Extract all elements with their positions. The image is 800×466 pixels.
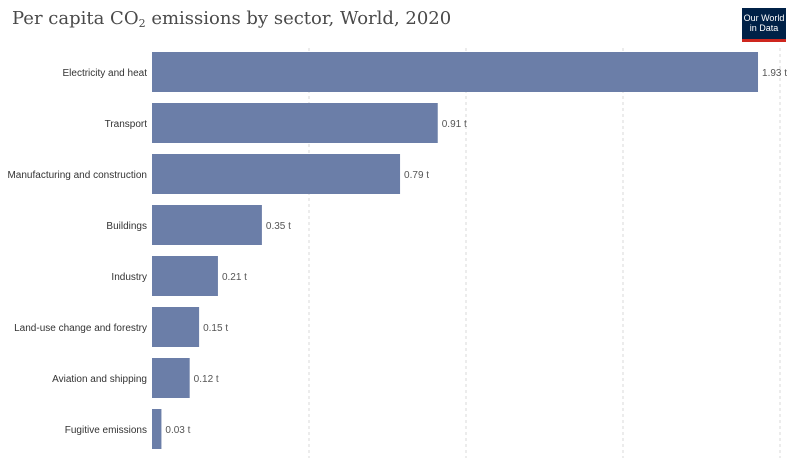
category-label: Manufacturing and construction [7,170,147,181]
value-label: 0.03 t [165,425,190,436]
bar[interactable] [152,409,162,449]
value-label: 0.15 t [203,323,228,334]
bar[interactable] [152,358,190,398]
category-label: Land-use change and forestry [14,323,147,334]
value-label: 0.35 t [266,221,291,232]
value-label: 0.91 t [442,119,467,130]
bar[interactable] [152,256,218,296]
logo-line-2: in Data [749,23,779,33]
category-label: Electricity and heat [63,68,148,79]
owid-logo[interactable]: Our World in Data [742,8,786,42]
category-label: Transport [105,119,148,130]
bar[interactable] [152,103,438,143]
category-label: Aviation and shipping [52,374,147,385]
bar[interactable] [152,52,759,92]
category-label: Buildings [106,221,147,232]
bar[interactable] [152,307,200,347]
category-label: Industry [111,272,147,283]
value-label: 0.21 t [222,272,247,283]
bar[interactable] [152,205,262,245]
value-label: 0.12 t [194,374,219,385]
category-label: Fugitive emissions [65,425,147,436]
chart-title: Per capita CO2 emissions by sector, Worl… [12,8,452,30]
value-label: 1.93 t [762,68,787,79]
logo-line-1: Our World [743,13,785,23]
bar[interactable] [152,154,401,194]
value-label: 0.79 t [404,170,429,181]
